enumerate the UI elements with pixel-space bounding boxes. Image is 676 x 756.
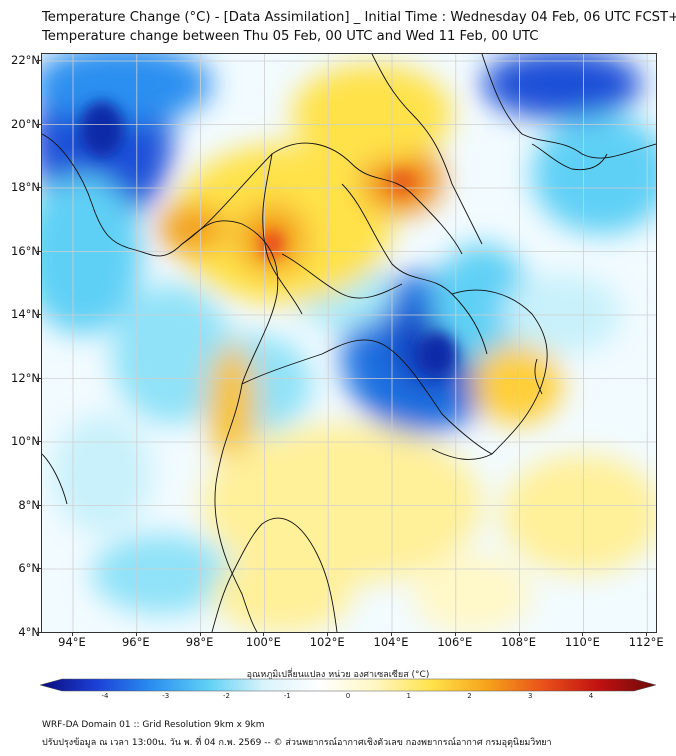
footer-credit: ปรับปรุงข้อมูล ณ เวลา 13:00น. วัน พ. ที่… (42, 738, 552, 748)
lon-label: 112°E (628, 635, 664, 649)
lon-label: 108°E (501, 635, 537, 649)
colorbar-tick-label: -2 (223, 692, 230, 700)
temperature-field (42, 54, 656, 632)
lon-tick (199, 632, 201, 636)
colorbar-tick-label: -4 (101, 692, 109, 700)
lat-label: 14°N (11, 307, 40, 321)
lat-tick (37, 631, 41, 633)
lon-tick (518, 632, 520, 636)
lat-label: 8°N (18, 497, 40, 512)
footer-model-info: WRF-DA Domain 01 :: Grid Resolution 9km … (42, 720, 265, 730)
lat-label: 22°N (11, 53, 40, 67)
lat-tick (37, 504, 41, 506)
lon-label: 106°E (437, 635, 473, 649)
lon-tick (327, 632, 329, 636)
map-gridlines (42, 54, 656, 632)
lat-label: 18°N (11, 180, 40, 194)
lat-tick (37, 441, 41, 442)
lat-label: 16°N (11, 243, 40, 258)
lat-label: 6°N (18, 561, 40, 575)
lat-tick (37, 123, 41, 125)
colorbar-tick-label: -1 (283, 692, 291, 700)
lon-tick (646, 632, 648, 636)
lon-label: 102°E (309, 635, 345, 649)
lat-tick (37, 568, 41, 569)
colorbar-tick-label: 1 (406, 692, 411, 700)
lat-tick (37, 314, 41, 315)
lat-tick (37, 377, 41, 379)
lat-label: 12°N (11, 370, 40, 385)
lon-tick (135, 632, 137, 636)
lat-label: 4°N (18, 624, 40, 639)
map-canvas (42, 54, 656, 632)
colorbar-title: อุณหภูมิเปลี่ยนแปลง หน่วย องศาเซลเซียส (… (246, 670, 430, 680)
lon-tick (391, 632, 392, 636)
lon-tick (582, 632, 584, 636)
colorbar-tick-label: 0 (345, 692, 351, 700)
lat-tick (37, 187, 41, 188)
chart-title: Temperature Change (°C) - [Data Assimila… (42, 10, 676, 25)
lon-label: 98°E (185, 635, 214, 649)
colorbar (40, 678, 656, 692)
lon-label: 96°E (121, 635, 150, 649)
chart-subtitle: Temperature change between Thu 05 Feb, 0… (42, 29, 539, 44)
lat-tick (37, 250, 41, 252)
lat-tick (37, 60, 41, 61)
lon-label: 104°E (373, 635, 409, 649)
colorbar-tick-label: 3 (528, 692, 533, 700)
lon-tick (454, 632, 456, 636)
colorbar-tick-label: 4 (588, 692, 594, 700)
lon-tick (263, 632, 265, 636)
lon-label: 100°E (245, 635, 281, 649)
colorbar-tick-label: 2 (467, 692, 472, 700)
lat-label: 20°N (11, 116, 40, 131)
lon-label: 110°E (564, 635, 600, 649)
lon-tick (72, 632, 73, 636)
country-borders (42, 54, 656, 632)
lat-label: 10°N (11, 434, 40, 448)
lon-label: 94°E (58, 635, 86, 649)
colorbar-tick-label: -3 (162, 692, 170, 700)
temperature-change-map (41, 53, 657, 633)
